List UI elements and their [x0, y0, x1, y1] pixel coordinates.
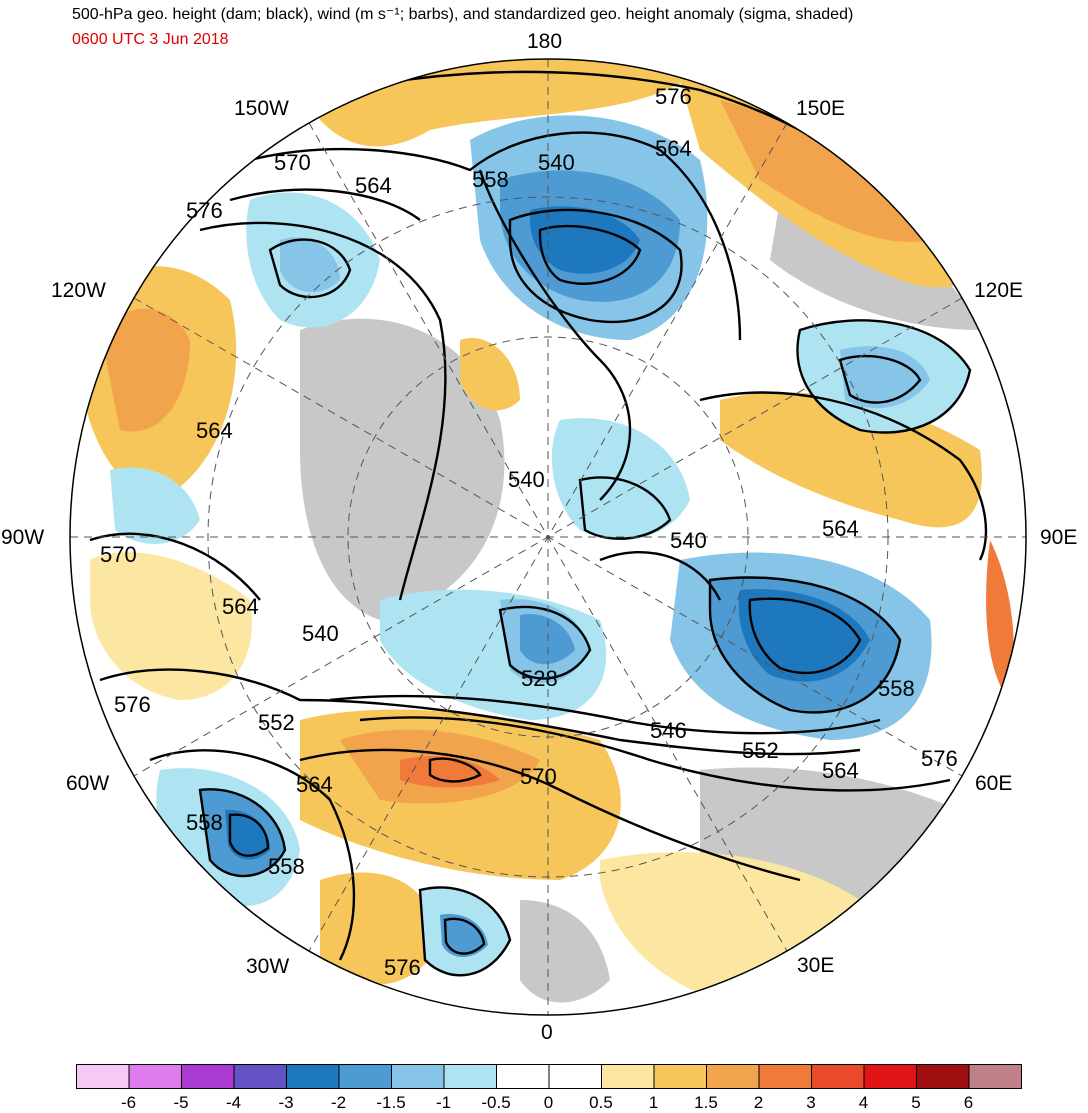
colorbar-box [916, 1064, 970, 1089]
colorbar-tick-label: 4 [858, 1093, 869, 1112]
contour-label: 564 [222, 594, 259, 619]
colorbar-box [548, 1064, 602, 1089]
contour-label: 552 [258, 710, 295, 735]
colorbar-tick-label: 0.5 [589, 1093, 613, 1112]
lon-label-120e: 120E [974, 279, 1024, 302]
polar-map: 576 564 558 540 570 564 576 564 540 540 … [69, 58, 1027, 1016]
contour-label: 564 [296, 772, 333, 797]
lon-label-180: 180 [527, 30, 563, 53]
colorbar-box [811, 1064, 865, 1089]
lon-label-90e: 90E [1040, 526, 1078, 549]
contour-label: 570 [520, 764, 557, 789]
colorbar-box [338, 1064, 392, 1089]
contour-label: 540 [670, 528, 707, 553]
contour-label: 528 [521, 666, 558, 691]
contour-label: 558 [186, 810, 223, 835]
colorbar-tick-label: 3 [806, 1093, 816, 1112]
colorbar-box [653, 1064, 707, 1089]
contour-label: 558 [472, 167, 509, 192]
lon-label-90w: 90W [1, 526, 45, 549]
contour-label: 546 [650, 718, 687, 743]
colorbar-box [601, 1064, 655, 1089]
colorbar-box [496, 1064, 550, 1089]
colorbar-box [286, 1064, 340, 1089]
contour-label: 552 [742, 738, 779, 763]
lon-label-150e: 150E [796, 97, 846, 120]
colorbar-tick-label: -3 [278, 1093, 294, 1112]
colorbar-box [181, 1064, 235, 1089]
contour-label: 576 [655, 84, 692, 109]
colorbar-box [758, 1064, 812, 1089]
contour-label: 576 [384, 955, 421, 980]
contour-label-group: 576 564 558 540 570 564 576 564 540 540 … [100, 84, 958, 980]
contour-label: 540 [538, 150, 575, 175]
colorbar-box [706, 1064, 760, 1089]
colorbar-box [128, 1064, 182, 1089]
colorbar-tick-label: -0.5 [481, 1093, 511, 1112]
colorbar-box [233, 1064, 287, 1089]
contour-label: 564 [822, 758, 859, 783]
contour-label: 570 [274, 150, 311, 175]
colorbar-box [76, 1064, 130, 1089]
colorbar-tick-label: -2 [330, 1093, 347, 1112]
lon-label-60e: 60E [975, 772, 1013, 795]
lon-label-150w: 150W [234, 97, 289, 120]
map-title: 500-hPa geo. height (dam; black), wind (… [72, 6, 854, 23]
colorbar-tick-label: 2 [753, 1093, 764, 1112]
colorbar-tick-label: -6 [120, 1093, 137, 1112]
colorbar-tick-label: -4 [225, 1093, 242, 1112]
contour-label: 564 [196, 418, 233, 443]
colorbar-box [391, 1064, 445, 1089]
contour-label: 576 [921, 746, 958, 771]
lon-label-30e: 30E [797, 954, 835, 977]
graticule [70, 59, 1026, 1015]
colorbar-box [443, 1064, 497, 1089]
contour-label: 576 [186, 198, 223, 223]
contour-label: 564 [822, 516, 859, 541]
colorbar-tick-label: -1 [435, 1093, 452, 1112]
lon-label-30w: 30W [246, 955, 290, 978]
colorbar-box [968, 1064, 1022, 1089]
colorbar-tick-label: 6 [963, 1093, 974, 1112]
colorbar-tick-label: 0 [543, 1093, 554, 1112]
colorbar-tick-label: -5 [173, 1093, 189, 1112]
contour-label: 576 [114, 692, 151, 717]
contour-label: 564 [355, 173, 392, 198]
colorbar-tick-label: 1.5 [694, 1093, 718, 1112]
contour-label: 558 [268, 854, 305, 879]
contour-label: 558 [878, 676, 915, 701]
map-boundary [69, 58, 1027, 1016]
contour-label: 540 [508, 467, 545, 492]
colorbar [76, 1064, 1022, 1089]
lon-label-120w: 120W [51, 279, 106, 302]
colorbar-tick-label: 1 [648, 1093, 659, 1112]
colorbar-tick-label: 5 [911, 1093, 921, 1112]
colorbar-tick-label: -1.5 [376, 1093, 406, 1112]
valid-time: 0600 UTC 3 Jun 2018 [72, 31, 229, 48]
contour-label: 564 [655, 136, 692, 161]
lon-label-60w: 60W [66, 772, 110, 795]
contour-label: 540 [302, 621, 339, 646]
height-contours [89, 70, 988, 977]
contour-label: 570 [100, 542, 137, 567]
colorbar-box [863, 1064, 917, 1089]
lon-label-0: 0 [541, 1021, 553, 1044]
